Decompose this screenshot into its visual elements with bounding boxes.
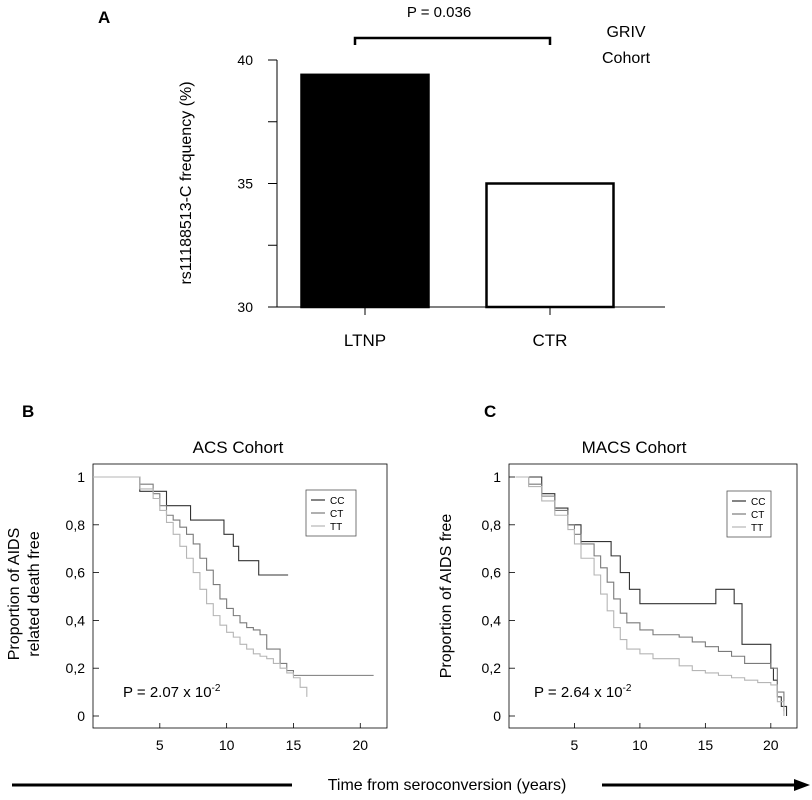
panel-b-x-tick-label: 20 [352, 737, 368, 753]
panel-b-legend-label: TT [330, 522, 342, 533]
panel-c-plot-frame [508, 463, 798, 729]
panel-c-km-plot: MACS Cohort Proportion of AIDS free 0 0,2… [438, 438, 798, 753]
panel-b-pvalue-exponent: -2 [212, 683, 221, 694]
cohort-label-line1: GRIV [606, 24, 645, 41]
panel-c-pvalue-exponent: -2 [623, 683, 632, 694]
panel-b-x-tick-label: 15 [286, 737, 302, 753]
panel-c-y-tick-label: 0,4 [482, 612, 502, 628]
panel-c-y-label: Proportion of AIDS free [438, 514, 455, 679]
shared-x-axis-label: Time from seroconversion (years) [328, 777, 567, 794]
panel-b-pvalue: P = 2.07 x 10-2 [123, 683, 221, 701]
panel-b-y-tick-label: 0,2 [66, 660, 86, 676]
panel-c-x-tick-label: 15 [698, 737, 714, 753]
panel-c-y-tick-label: 0,8 [482, 517, 502, 533]
panel-label-b: B [22, 402, 34, 421]
panel-c-x-tick-label: 5 [571, 737, 579, 753]
panel-c-legend-label: CC [751, 497, 765, 508]
panel-b-legend-label: CC [330, 496, 344, 507]
panel-b-x-tick-label: 5 [156, 737, 164, 753]
panel-label-a: A [98, 8, 110, 27]
panel-c-y-tick-label: 0,2 [482, 660, 502, 676]
panel-c-legend-label: TT [751, 523, 763, 534]
panel-b-title: ACS Cohort [193, 438, 284, 457]
panel-label-c: C [484, 402, 496, 421]
panel-c-y-tick-label: 0,6 [482, 565, 502, 581]
bar-ltnp [300, 73, 430, 309]
panel-b-legend-label: CT [330, 509, 343, 520]
panel-b-y-tick-label: 0,4 [66, 612, 86, 628]
panel-a-bar-chart: P = 0.036 GRIV Cohort rs11188513-C frequ… [178, 4, 665, 350]
bar-category-label: LTNP [344, 331, 386, 350]
bar-category-label: CTR [533, 331, 568, 350]
time-arrow-head [794, 779, 810, 791]
panel-c-y-tick-label: 0 [493, 708, 501, 724]
cohort-label-line2: Cohort [602, 50, 651, 67]
bar-y-tick-label: 40 [237, 52, 253, 68]
significance-pvalue: P = 0.036 [407, 4, 471, 21]
bar-y-tick-label: 30 [237, 299, 253, 315]
panel-b-curve-ct [93, 476, 374, 676]
shared-time-axis: Time from seroconversion (years) [12, 777, 810, 794]
panel-c-legend-label: CT [751, 510, 764, 521]
panel-b-plot-frame [92, 463, 388, 729]
panel-b-curve-cc [93, 476, 289, 576]
bar-ctr [485, 182, 615, 309]
panel-b-y-label-line1: Proportion of AIDS [6, 528, 23, 661]
panel-b-y-tick-label: 0 [77, 708, 85, 724]
panel-b-y-tick-label: 1 [77, 469, 85, 485]
bar-y-tick-label: 35 [237, 176, 253, 192]
panel-c-y-tick-label: 1 [493, 469, 501, 485]
panel-c-title: MACS Cohort [582, 438, 687, 457]
panel-c-pvalue: P = 2.64 x 10-2 [534, 683, 632, 701]
panel-b-y-tick-label: 0,8 [66, 517, 86, 533]
panel-b-km-plot: ACS Cohort Proportion of AIDS related de… [6, 438, 388, 753]
panel-b-y-tick-label: 0,6 [66, 565, 86, 581]
panel-c-x-tick-label: 20 [763, 737, 779, 753]
panel-c-curve-cc [515, 476, 788, 716]
panel-b-y-label-line2: related death free [26, 531, 43, 657]
panel-c-x-tick-label: 10 [632, 737, 648, 753]
panel-c-curve-tt [515, 476, 785, 716]
bar-y-axis-label: rs11188513-C frequency (%) [178, 81, 195, 284]
panel-b-x-tick-label: 10 [219, 737, 235, 753]
panel-b-curve-tt [93, 476, 308, 697]
significance-bracket [353, 36, 552, 45]
